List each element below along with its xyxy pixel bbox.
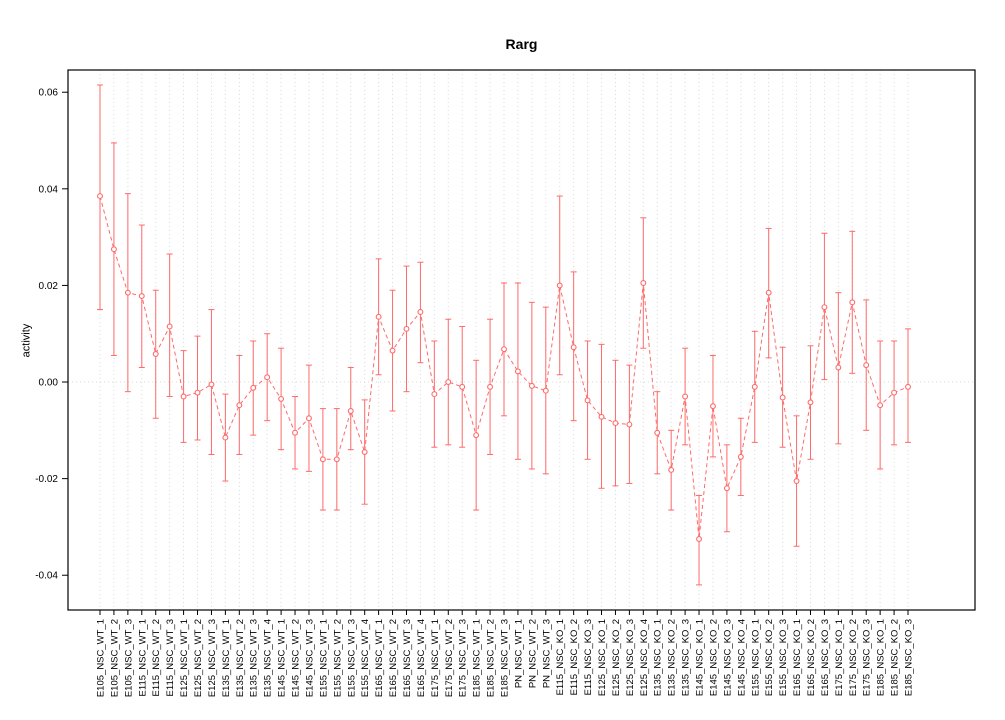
chart-title: Rarg [505, 36, 538, 52]
svg-text:E145_NSC_WT_2: E145_NSC_WT_2 [291, 619, 302, 697]
svg-text:E185_NSC_WT_3: E185_NSC_WT_3 [500, 619, 511, 697]
svg-text:E125_NSC_WT_1: E125_NSC_WT_1 [179, 619, 190, 697]
svg-text:E165_NSC_WT_3: E165_NSC_WT_3 [402, 619, 413, 697]
svg-text:PN_NSC_WT_1: PN_NSC_WT_1 [513, 619, 524, 688]
svg-text:E185_NSC_KO_3: E185_NSC_KO_3 [904, 619, 915, 696]
svg-text:E155_NSC_WT_4: E155_NSC_WT_4 [360, 619, 371, 697]
svg-text:E125_NSC_KO_3: E125_NSC_KO_3 [625, 619, 636, 696]
svg-text:0.06: 0.06 [39, 88, 59, 99]
svg-text:E155_NSC_WT_2: E155_NSC_WT_2 [332, 619, 343, 697]
svg-text:E185_NSC_WT_1: E185_NSC_WT_1 [472, 619, 483, 697]
svg-text:E135_NSC_WT_4: E135_NSC_WT_4 [263, 619, 274, 697]
svg-text:E115_NSC_KO_3: E115_NSC_KO_3 [583, 619, 594, 695]
svg-text:E185_NSC_WT_2: E185_NSC_WT_2 [486, 619, 497, 697]
svg-text:E125_NSC_WT_2: E125_NSC_WT_2 [193, 619, 204, 697]
svg-text:E145_NSC_KO_1: E145_NSC_KO_1 [695, 619, 706, 696]
svg-text:E185_NSC_KO_2: E185_NSC_KO_2 [890, 619, 901, 696]
svg-text:0.00: 0.00 [39, 378, 59, 389]
svg-text:E115_NSC_WT_1: E115_NSC_WT_1 [137, 619, 148, 696]
svg-text:E145_NSC_KO_4: E145_NSC_KO_4 [736, 619, 747, 696]
svg-text:E125_NSC_KO_4: E125_NSC_KO_4 [639, 619, 650, 696]
svg-text:E135_NSC_WT_2: E135_NSC_WT_2 [235, 619, 246, 697]
svg-text:E115_NSC_KO_2: E115_NSC_KO_2 [569, 619, 580, 695]
svg-text:E155_NSC_KO_2: E155_NSC_KO_2 [764, 619, 775, 696]
svg-text:E135_NSC_KO_3: E135_NSC_KO_3 [681, 619, 692, 696]
svg-text:E125_NSC_WT_3: E125_NSC_WT_3 [207, 619, 218, 697]
svg-text:E185_NSC_KO_1: E185_NSC_KO_1 [876, 619, 887, 696]
svg-text:E115_NSC_WT_2: E115_NSC_WT_2 [151, 619, 162, 696]
svg-text:E165_NSC_WT_2: E165_NSC_WT_2 [388, 619, 399, 697]
svg-text:PN_NSC_WT_3: PN_NSC_WT_3 [541, 619, 552, 688]
svg-text:E175_NSC_WT_2: E175_NSC_WT_2 [444, 619, 455, 697]
svg-text:E175_NSC_WT_1: E175_NSC_WT_1 [430, 619, 441, 697]
svg-text:E125_NSC_KO_2: E125_NSC_KO_2 [611, 619, 622, 696]
svg-text:E105_NSC_WT_1: E105_NSC_WT_1 [96, 619, 107, 697]
svg-text:E135_NSC_KO_1: E135_NSC_KO_1 [653, 619, 664, 696]
svg-text:E135_NSC_WT_3: E135_NSC_WT_3 [249, 619, 260, 697]
svg-text:E145_NSC_KO_2: E145_NSC_KO_2 [708, 619, 719, 696]
svg-text:E135_NSC_KO_2: E135_NSC_KO_2 [667, 619, 678, 696]
svg-text:E175_NSC_WT_3: E175_NSC_WT_3 [458, 619, 469, 697]
svg-text:E175_NSC_KO_1: E175_NSC_KO_1 [834, 619, 845, 696]
svg-text:E155_NSC_KO_1: E155_NSC_KO_1 [750, 619, 761, 696]
y-axis-title: activity [20, 323, 33, 358]
svg-text:E155_NSC_WT_1: E155_NSC_WT_1 [318, 619, 329, 697]
svg-text:0.02: 0.02 [39, 281, 59, 292]
svg-text:-0.04: -0.04 [35, 571, 58, 582]
svg-text:E165_NSC_WT_1: E165_NSC_WT_1 [374, 619, 385, 697]
svg-text:E105_NSC_WT_2: E105_NSC_WT_2 [109, 619, 120, 697]
svg-text:E145_NSC_WT_1: E145_NSC_WT_1 [277, 619, 288, 697]
svg-text:E115_NSC_KO_1: E115_NSC_KO_1 [555, 619, 566, 695]
svg-text:E165_NSC_KO_2: E165_NSC_KO_2 [806, 619, 817, 696]
svg-text:E175_NSC_KO_2: E175_NSC_KO_2 [848, 619, 859, 696]
svg-text:E165_NSC_KO_1: E165_NSC_KO_1 [792, 619, 803, 696]
svg-text:PN_NSC_WT_2: PN_NSC_WT_2 [527, 619, 538, 688]
svg-text:E155_NSC_KO_3: E155_NSC_KO_3 [778, 619, 789, 696]
svg-text:E175_NSC_KO_3: E175_NSC_KO_3 [862, 619, 873, 696]
svg-text:E165_NSC_WT_4: E165_NSC_WT_4 [416, 619, 427, 697]
svg-text:E155_NSC_WT_3: E155_NSC_WT_3 [346, 619, 357, 697]
svg-text:0.04: 0.04 [39, 184, 59, 195]
svg-text:E165_NSC_KO_3: E165_NSC_KO_3 [820, 619, 831, 696]
svg-text:E145_NSC_KO_3: E145_NSC_KO_3 [722, 619, 733, 696]
svg-text:E115_NSC_WT_3: E115_NSC_WT_3 [165, 619, 176, 696]
svg-text:E105_NSC_WT_3: E105_NSC_WT_3 [123, 619, 134, 697]
svg-text:E125_NSC_KO_1: E125_NSC_KO_1 [597, 619, 608, 696]
svg-text:-0.02: -0.02 [35, 474, 58, 485]
svg-text:E135_NSC_WT_1: E135_NSC_WT_1 [221, 619, 232, 697]
svg-text:E145_NSC_WT_3: E145_NSC_WT_3 [304, 619, 315, 697]
